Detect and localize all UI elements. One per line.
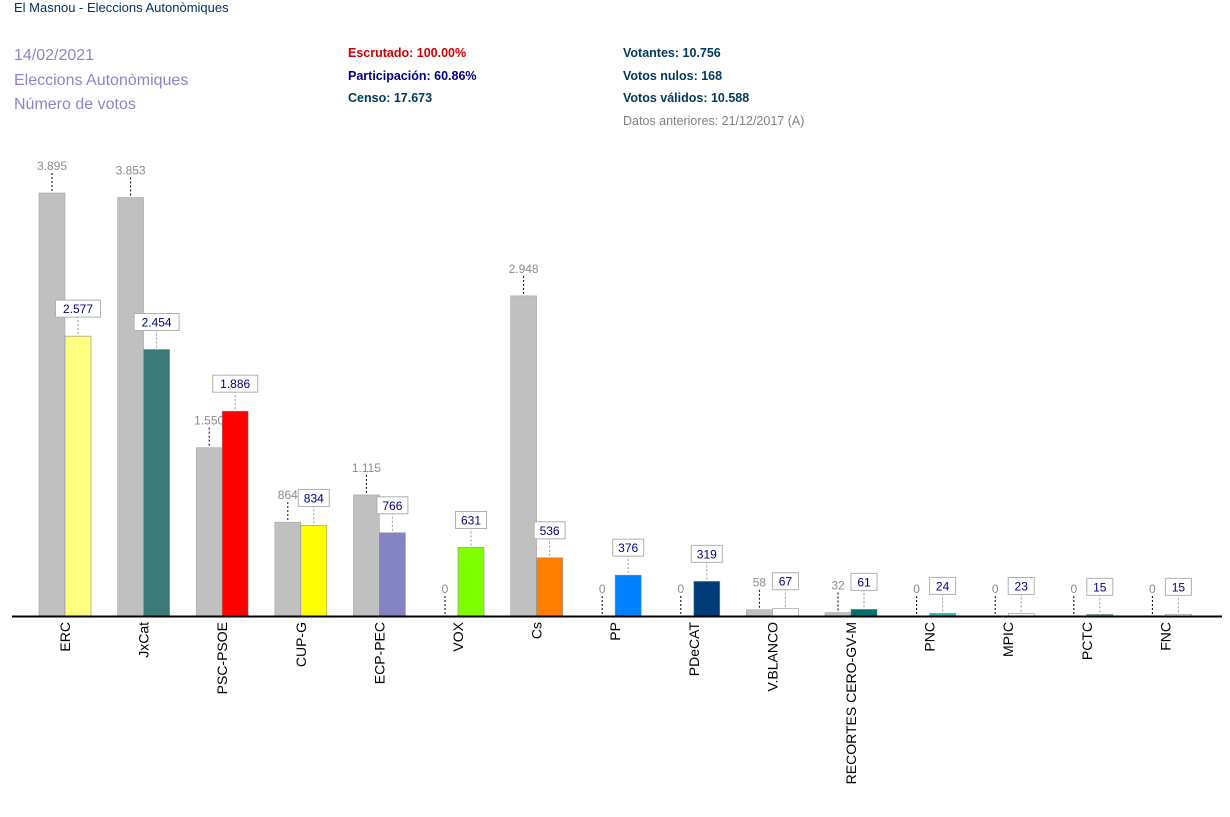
current-bar-v-blanco <box>772 608 799 617</box>
current-value-box-v-blanco <box>771 572 799 591</box>
previous-value-pdecat: 0 <box>677 582 684 596</box>
current-value-recortes-cero-gv-m: 61 <box>857 575 871 589</box>
current-bar-pp <box>614 574 642 617</box>
current-value-box-pctc <box>1086 577 1114 596</box>
previous-bar-v-blanco <box>746 609 773 617</box>
previous-value-cs: 2.948 <box>509 262 539 276</box>
current-value-box-vox <box>455 510 487 529</box>
category-label-cup-g: CUP-G <box>293 622 309 667</box>
current-value-box-pnc <box>929 576 957 595</box>
current-bar-pdecat <box>693 581 721 617</box>
previous-bar-cup-g <box>274 521 302 617</box>
previous-value-ecp-pec: 1.115 <box>352 461 381 475</box>
category-label-ecp-pec: ECP-PEC <box>371 622 387 684</box>
current-value-cs: 536 <box>540 524 560 538</box>
current-value-box-pp <box>612 538 645 557</box>
current-bar-erc <box>64 335 92 617</box>
current-bar-ecp-pec <box>379 532 406 617</box>
category-label-v-blanco: V.BLANCO <box>764 622 780 692</box>
current-bar-vox <box>457 547 485 617</box>
current-value-erc: 2.577 <box>63 302 93 316</box>
previous-bar-psc-psoe <box>195 447 223 617</box>
previous-value-erc: 3.895 <box>37 159 67 173</box>
election-date: 14/02/2021 <box>14 47 95 64</box>
category-label-mpic: MPIC <box>1000 622 1016 657</box>
previous-bar-recortes-cero-gv-m <box>824 612 852 617</box>
previous-data-stat: Datos anteriores: 21/12/2017 (A) <box>623 113 805 128</box>
previous-value-recortes-cero-gv-m: 32 <box>831 579 845 593</box>
nulos-stat: Votos nulos: 168 <box>623 68 723 83</box>
election-info: 14/02/2021 Eleccions Autonòmiques Número… <box>14 44 188 118</box>
category-label-recortes-cero-gv-m: RECORTES CERO-GV-M <box>843 622 859 784</box>
previous-value-v-blanco: 58 <box>753 576 767 590</box>
current-value-box-erc <box>55 299 101 318</box>
category-label-jxcat: JxCat <box>136 622 152 658</box>
previous-value-fnc: 0 <box>1149 582 1156 596</box>
current-value-box-mpic <box>1007 577 1035 596</box>
escrutado-stat: Escrutado: 100.00% <box>348 46 467 60</box>
current-value-pnc: 24 <box>936 579 950 593</box>
votantes-stat: Votantes: 10.756 <box>623 46 721 60</box>
current-value-box-psc-psoe <box>212 374 259 393</box>
previous-bar-ecp-pec <box>353 494 380 617</box>
category-label-fnc: FNC <box>1157 622 1173 651</box>
current-value-box-cs <box>533 521 566 540</box>
current-value-box-ecp-pec <box>376 496 409 515</box>
current-value-pctc: 15 <box>1093 580 1107 594</box>
current-value-v-blanco: 67 <box>779 575 793 589</box>
previous-value-pp: 0 <box>599 582 606 596</box>
current-value-fnc: 15 <box>1172 580 1186 594</box>
current-value-box-recortes-cero-gv-m <box>850 572 878 591</box>
previous-value-pctc: 0 <box>1070 582 1077 596</box>
current-value-mpic: 23 <box>1015 580 1029 594</box>
previous-value-jxcat: 3.853 <box>116 164 146 178</box>
validos-stat: Votos válidos: 10.588 <box>623 91 750 105</box>
window-title: El Masnou - Eleccions Autonòmiques <box>14 0 229 15</box>
scrutiny-stats: Escrutado: 100.00% Participación: 60.86%… <box>348 42 477 110</box>
current-value-vox: 631 <box>461 513 481 527</box>
category-label-erc: ERC <box>57 622 73 652</box>
category-label-pctc: PCTC <box>1079 622 1095 660</box>
category-label-cs: Cs <box>529 622 545 639</box>
previous-value-cup-g: 864 <box>278 488 298 502</box>
current-value-psc-psoe: 1.886 <box>220 377 250 391</box>
current-bar-jxcat <box>143 349 170 617</box>
election-name: Eleccions Autonòmiques <box>14 71 189 89</box>
previous-bar-jxcat <box>117 197 144 617</box>
category-label-pnc: PNC <box>922 622 938 652</box>
category-label-pp: PP <box>607 622 623 641</box>
current-value-cup-g: 834 <box>304 491 324 505</box>
current-value-pp: 376 <box>618 541 638 555</box>
current-value-pdecat: 319 <box>697 547 717 561</box>
current-bar-cs <box>536 557 563 617</box>
previous-value-pnc: 0 <box>913 582 920 596</box>
measure-label: Número de votos <box>14 96 136 113</box>
current-value-box-cup-g <box>297 488 330 507</box>
previous-bar-erc <box>38 192 66 617</box>
previous-value-mpic: 0 <box>992 582 999 596</box>
current-bar-recortes-cero-gv-m <box>850 609 878 617</box>
category-label-pdecat: PDeCAT <box>686 622 702 677</box>
current-value-box-fnc <box>1164 577 1192 596</box>
participacion-stat: Participación: 60.86% <box>348 68 477 83</box>
current-value-box-jxcat <box>133 312 180 331</box>
category-label-psc-psoe: PSC-PSOE <box>214 622 230 694</box>
category-label-vox: VOX <box>450 621 466 651</box>
previous-value-vox: 0 <box>442 582 449 596</box>
current-value-jxcat: 2.454 <box>142 315 172 329</box>
previous-value-psc-psoe: 1.550 <box>194 414 224 428</box>
current-bar-psc-psoe <box>221 410 249 617</box>
vote-stats: Votantes: 10.756 Votos nulos: 168 Votos … <box>623 42 804 132</box>
previous-bar-cs <box>510 295 537 617</box>
censo-stat: Censo: 17.673 <box>348 91 433 105</box>
current-value-box-pdecat <box>690 544 723 563</box>
current-bar-cup-g <box>300 525 328 617</box>
current-value-ecp-pec: 766 <box>382 499 402 513</box>
